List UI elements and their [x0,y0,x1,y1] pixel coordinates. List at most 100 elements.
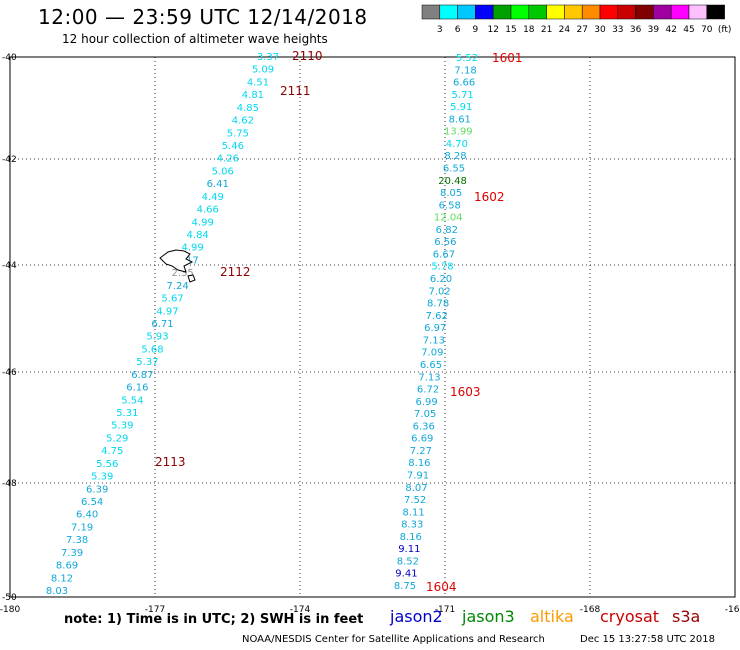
wave-height-east: 6.99 [415,397,437,408]
wave-height-east: 9.41 [395,569,417,580]
wave-height-west: 6.71 [151,319,173,330]
wave-height-west: 5.54 [121,395,143,406]
scale-label: 9 [473,25,479,35]
time-label-west: 2112 [220,265,251,279]
lat-tick-label: -40 [2,53,17,63]
wave-height-west: 5.75 [227,128,249,139]
scale-label: 3 [437,25,443,35]
wave-height-west: 5.67 [161,294,183,305]
scale-swatch [706,4,725,20]
map-title: 12:00 — 23:59 UTC 12/14/2018 [38,5,368,29]
wave-height-west: 6.87 [131,370,153,381]
scale-label: 30 [594,25,606,35]
wave-height-east: 7.62 [426,311,448,322]
wave-height-east: 8.75 [394,581,416,592]
wave-height-east: 6.67 [433,249,455,260]
lon-tick-label: -180 [0,605,20,615]
wave-height-west: 6.16 [126,383,148,394]
wave-height-east: 5.71 [452,90,474,101]
time-label-east: 1602 [474,190,505,204]
wave-height-west: 6.40 [76,510,98,521]
pitt-island-outline [187,274,196,283]
wave-height-east: 7.13 [423,335,445,346]
lat-tick-label: -42 [2,155,17,165]
wave-height-east: 7.27 [410,446,432,457]
wave-height-east: 6.65 [420,360,442,371]
wave-height-east: 7.18 [454,65,476,76]
wave-height-west: 2.35 [171,268,193,279]
scale-label: 39 [648,25,660,35]
scale-label: (ft) [718,25,732,35]
lat-tick-label: -46 [2,368,17,378]
wave-height-west: 7.19 [71,522,93,533]
wave-height-east: 9.11 [398,544,420,555]
wave-height-west: 5.46 [222,141,244,152]
legend-jason3: jason3 [462,607,515,626]
scale-label: 33 [612,25,623,35]
wave-height-west: 4.99 [192,217,214,228]
wave-height-west: 5.06 [212,166,234,177]
wave-height-east: 5.78 [431,262,453,273]
lat-tick-label: -50 [2,593,17,603]
map-subtitle: 12 hour collection of altimeter wave hei… [62,32,328,46]
time-label-west: 2113 [155,455,186,469]
wave-height-east: 7.05 [414,409,436,420]
wave-height-west: 4.26 [217,154,239,165]
wave-height-east: 8.05 [440,188,462,199]
color-scale-legend: 3 6 9 12 15 18 21 24 27 30 33 36 39 42 45 70 (ft) [421,4,732,35]
wave-height-east: 8.16 [400,532,422,543]
wave-height-west: 6.41 [207,179,229,190]
wave-height-west: 7.38 [66,535,88,546]
wave-height-east: 7.09 [421,348,443,359]
wave-height-west: 5.29 [106,433,128,444]
time-label-east: 1601 [492,51,523,65]
scale-label: 21 [541,25,552,35]
wave-height-west: 5.68 [141,344,163,355]
wave-height-west: 5.93 [146,332,168,343]
wave-height-west: 4.49 [202,192,224,203]
legend-cryosat: cryosat [600,607,660,626]
legend-altika: altika [530,607,574,626]
lat-tick-label: -44 [2,261,17,271]
wave-height-west: 7.39 [61,548,83,559]
scale-label: 27 [576,25,587,35]
scale-label: 42 [665,25,676,35]
wave-height-west: 4.84 [187,230,209,241]
scale-label: 70 [701,25,713,35]
wave-height-west: 5.09 [252,65,274,76]
scale-label: 6 [455,25,461,35]
wave-height-west: 5.39 [91,472,113,483]
time-label-west: 2111 [280,84,311,98]
lat-tick-label: -48 [2,479,17,489]
wave-height-west: 4.85 [237,103,259,114]
scale-label: 15 [505,25,516,35]
wave-height-east: 8.52 [397,556,419,567]
wave-height-west: 7.24 [166,281,188,292]
lon-tick-label: -177 [145,605,165,615]
footer-credit: NOAA/NESDIS Center for Satellite Applica… [242,634,545,645]
wave-height-west: 5.37 [136,357,158,368]
time-label-east: 1603 [450,385,481,399]
scale-label: 36 [630,25,642,35]
wave-height-west: 8.12 [51,573,73,584]
wave-height-east: 8.11 [403,507,425,518]
wave-height-east: 8.78 [427,299,449,310]
wave-height-east: 6.20 [430,274,452,285]
scale-label: 24 [559,25,571,35]
wave-height-west: 8.69 [56,561,78,572]
scale-label: 12 [487,25,498,35]
wave-height-east: 4.70 [446,139,468,150]
lon-tick-label: -174 [290,605,311,615]
wave-height-west: 6.39 [86,484,108,495]
map-frame [9,56,736,598]
wave-height-east: 6.66 [453,78,475,89]
wave-height-east: 8.33 [401,520,423,531]
wave-height-east: 6.58 [439,200,461,211]
wave-height-west: 6.54 [81,497,103,508]
scale-label: 45 [683,25,694,35]
scale-label: 18 [523,25,535,35]
wave-height-east: 7.52 [404,495,426,506]
wave-height-west: 3.37 [257,52,279,63]
wave-height-east: 8.28 [444,151,466,162]
